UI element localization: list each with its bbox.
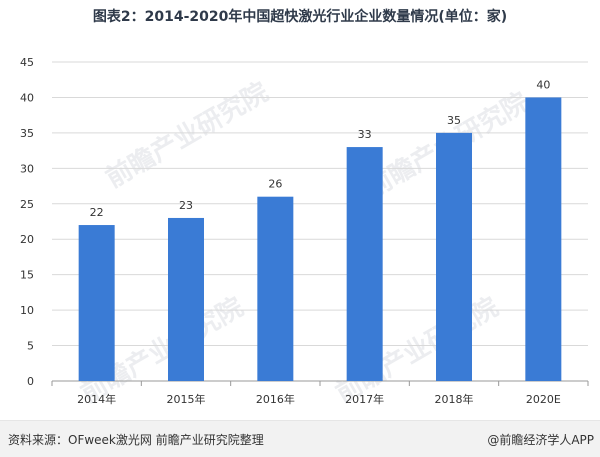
bar bbox=[168, 217, 204, 381]
y-tick-label: 15 bbox=[20, 269, 34, 282]
bar bbox=[78, 225, 115, 381]
y-tick-label: 0 bbox=[27, 375, 34, 388]
bar bbox=[525, 97, 562, 381]
bar-chart: 0 5 10 15 20 25 30 35 40 45 22 2014年 23 2015年 26 2016年 3… bbox=[20, 56, 589, 406]
data-label: 23 bbox=[179, 199, 193, 212]
y-tick-label: 30 bbox=[20, 162, 34, 175]
data-label: 26 bbox=[268, 178, 282, 191]
x-tick-label: 2017年 bbox=[345, 392, 384, 406]
brand-label: @前瞻经济学人APP bbox=[487, 431, 594, 448]
y-tick-label: 40 bbox=[20, 91, 34, 104]
bar bbox=[346, 147, 383, 381]
source-note: 资料来源：OFweek激光网 前瞻产业研究院整理 bbox=[8, 433, 264, 447]
y-tick-label: 20 bbox=[20, 233, 34, 246]
data-label: 22 bbox=[90, 206, 104, 219]
x-tick-label: 2020E bbox=[526, 393, 561, 406]
x-tick-label: 2014年 bbox=[77, 392, 116, 406]
y-tick-label: 5 bbox=[27, 340, 34, 353]
data-label: 33 bbox=[358, 128, 372, 141]
y-tick-label: 45 bbox=[20, 56, 34, 69]
bar bbox=[257, 196, 294, 381]
brand-text: @前瞻经济学人APP bbox=[487, 433, 594, 447]
x-tick-label: 2015年 bbox=[167, 392, 206, 406]
footer: 资料来源：OFweek激光网 前瞻产业研究院整理 @前瞻经济学人APP bbox=[0, 420, 600, 457]
bar bbox=[436, 132, 472, 381]
y-tick-label: 25 bbox=[20, 198, 34, 211]
data-label: 35 bbox=[447, 114, 461, 127]
x-tick-label: 2018年 bbox=[435, 392, 474, 406]
y-tick-label: 35 bbox=[20, 127, 34, 140]
x-tick-label: 2016年 bbox=[256, 392, 295, 406]
chart-title: 图表2：2014-2020年中国超快激光行业企业数量情况(单位：家) bbox=[92, 9, 508, 25]
data-label: 40 bbox=[536, 78, 550, 91]
y-tick-label: 10 bbox=[20, 304, 34, 317]
